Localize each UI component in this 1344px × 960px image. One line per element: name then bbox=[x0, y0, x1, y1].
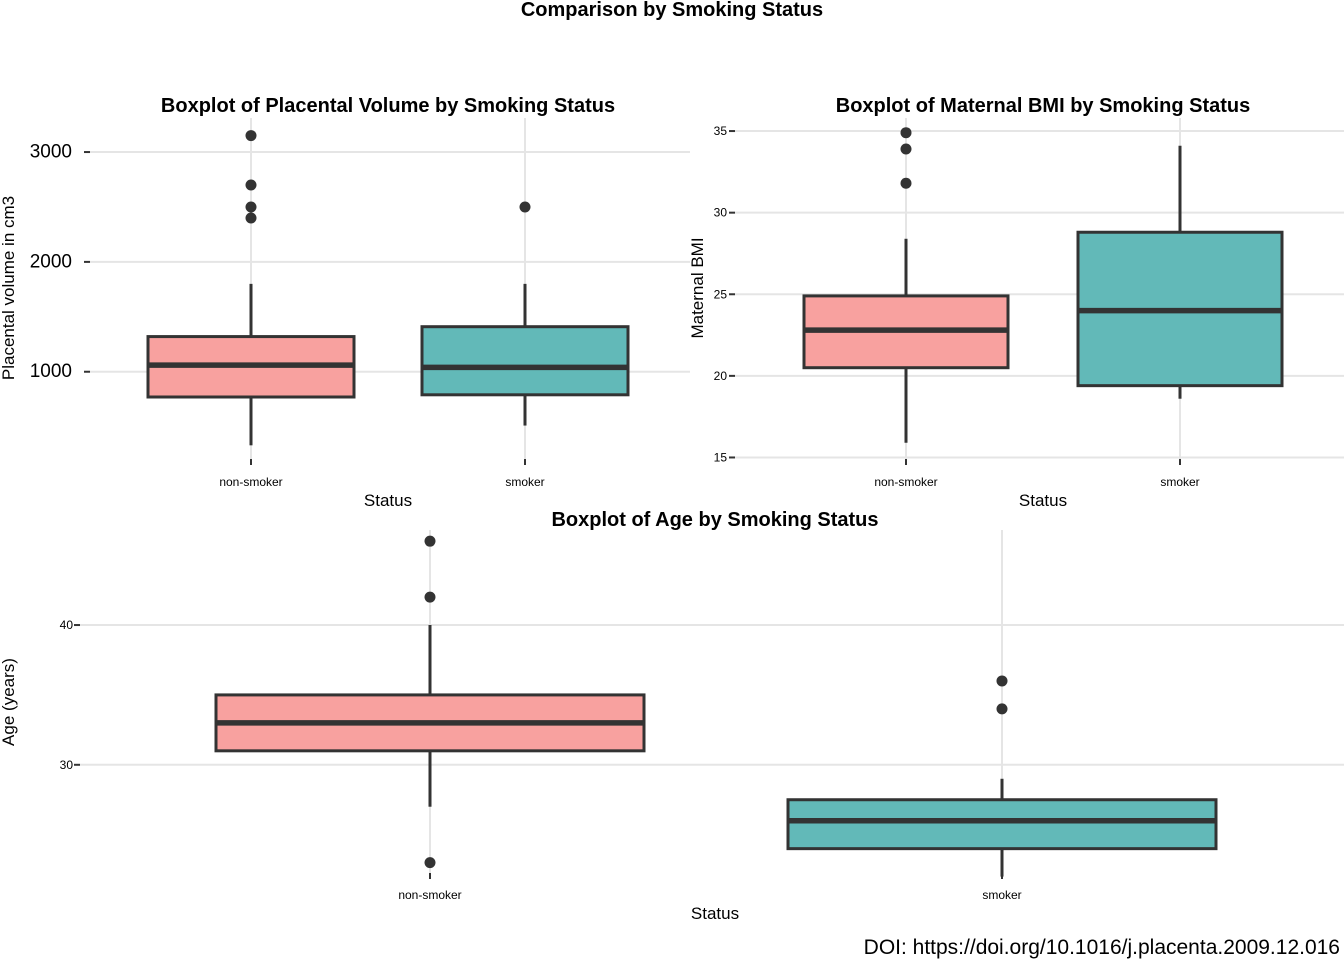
maternal-bmi-y-tick-label-1: 20 bbox=[714, 369, 728, 383]
placental-volume-title: Boxplot of Placental Volume by Smoking S… bbox=[161, 95, 615, 117]
age-y-tick-label-1: 40 bbox=[60, 618, 74, 632]
placental-volume-x-axis-title: Status bbox=[364, 491, 412, 510]
placental-volume-x-tick-label-1: smoker bbox=[505, 475, 544, 489]
age-y-axis-title: Age (years) bbox=[0, 658, 18, 746]
maternal-bmi-panel: 15 20 25 30 35 non-smoker smoker Boxplot of Ma… bbox=[688, 95, 1344, 510]
maternal-bmi-outlier-non-smoker-0 bbox=[900, 177, 912, 189]
placental-volume-outlier-smoker-0 bbox=[519, 201, 531, 213]
age-x-tick-label-0: non-smoker bbox=[398, 888, 461, 902]
age-panel: 30 40 non-smoker smoker Boxplot of Age by S… bbox=[0, 509, 1344, 923]
age-box-non-smoker bbox=[214, 535, 646, 869]
age-ticks: 30 40 non-smoker smoker bbox=[60, 618, 1022, 902]
age-outlier-smoker-1 bbox=[996, 675, 1008, 687]
maternal-bmi-outlier-non-smoker-2 bbox=[900, 127, 912, 139]
age-x-tick-label-1: smoker bbox=[982, 888, 1021, 902]
age-outlier-non-smoker-1 bbox=[424, 591, 436, 603]
maternal-bmi-y-axis-title: Maternal BMI bbox=[688, 237, 707, 338]
age-outlier-non-smoker-0 bbox=[424, 857, 436, 869]
maternal-bmi-ticks: 15 20 25 30 35 non-smoker smoker bbox=[714, 124, 1200, 489]
age-outlier-smoker-0 bbox=[996, 703, 1008, 715]
maternal-bmi-x-axis-title: Status bbox=[1019, 491, 1067, 510]
placental-volume-outlier-non-smoker-2 bbox=[245, 179, 257, 191]
figure-title: Comparison by Smoking Status bbox=[521, 0, 823, 21]
placental-volume-grid bbox=[90, 118, 690, 464]
doi-caption: DOI: https://doi.org/10.1016/j.placenta.… bbox=[864, 936, 1340, 959]
maternal-bmi-boxes bbox=[802, 127, 1284, 443]
maternal-bmi-x-tick-label-1: smoker bbox=[1160, 475, 1199, 489]
placental-volume-outlier-non-smoker-3 bbox=[245, 130, 257, 142]
placental-volume-x-tick-label-0: non-smoker bbox=[219, 475, 282, 489]
age-title: Boxplot of Age by Smoking Status bbox=[551, 509, 878, 531]
age-outlier-non-smoker-2 bbox=[424, 535, 436, 547]
age-iqr-box-smoker bbox=[786, 798, 1218, 851]
placental-volume-panel: 1000 2000 3000 non-smoker smoker Boxplot of … bbox=[0, 95, 690, 510]
maternal-bmi-y-tick-label-2: 25 bbox=[714, 287, 728, 301]
placental-volume-y-tick-label-2: 3000 bbox=[30, 142, 72, 163]
placental-volume-box-non-smoker bbox=[146, 130, 356, 446]
placental-volume-outlier-non-smoker-0 bbox=[245, 212, 257, 224]
age-box-smoker bbox=[786, 675, 1218, 877]
placental-volume-y-tick-label-0: 1000 bbox=[30, 361, 72, 382]
placental-volume-outlier-non-smoker-1 bbox=[245, 201, 257, 213]
maternal-bmi-box-non-smoker bbox=[802, 127, 1010, 443]
placental-volume-ticks: 1000 2000 3000 non-smoker smoker bbox=[30, 142, 545, 489]
age-y-tick-label-0: 30 bbox=[60, 758, 74, 772]
age-x-axis-title: Status bbox=[691, 904, 739, 923]
placental-volume-boxes bbox=[146, 130, 630, 446]
maternal-bmi-y-tick-label-3: 30 bbox=[714, 206, 728, 220]
maternal-bmi-outlier-non-smoker-1 bbox=[900, 143, 912, 155]
maternal-bmi-x-tick-label-0: non-smoker bbox=[874, 475, 937, 489]
placental-volume-y-tick-label-1: 2000 bbox=[30, 251, 72, 272]
maternal-bmi-y-tick-label-0: 15 bbox=[714, 450, 728, 464]
placental-volume-y-axis-title: Placental volume in cm3 bbox=[0, 196, 18, 380]
maternal-bmi-y-tick-label-4: 35 bbox=[714, 124, 728, 138]
maternal-bmi-box-smoker bbox=[1076, 145, 1284, 399]
age-boxes bbox=[214, 535, 1218, 877]
maternal-bmi-title: Boxplot of Maternal BMI by Smoking Statu… bbox=[836, 95, 1250, 117]
placental-volume-box-smoker bbox=[420, 201, 630, 426]
placental-volume-iqr-box-smoker bbox=[420, 325, 630, 397]
